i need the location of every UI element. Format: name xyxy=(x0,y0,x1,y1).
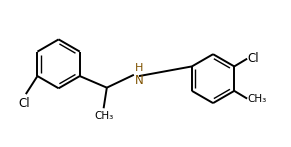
Text: Cl: Cl xyxy=(19,97,30,110)
Text: H: H xyxy=(134,63,143,73)
Text: CH₃: CH₃ xyxy=(94,111,113,121)
Text: Cl: Cl xyxy=(248,52,259,65)
Text: CH₃: CH₃ xyxy=(248,94,267,104)
Text: N: N xyxy=(134,74,143,86)
